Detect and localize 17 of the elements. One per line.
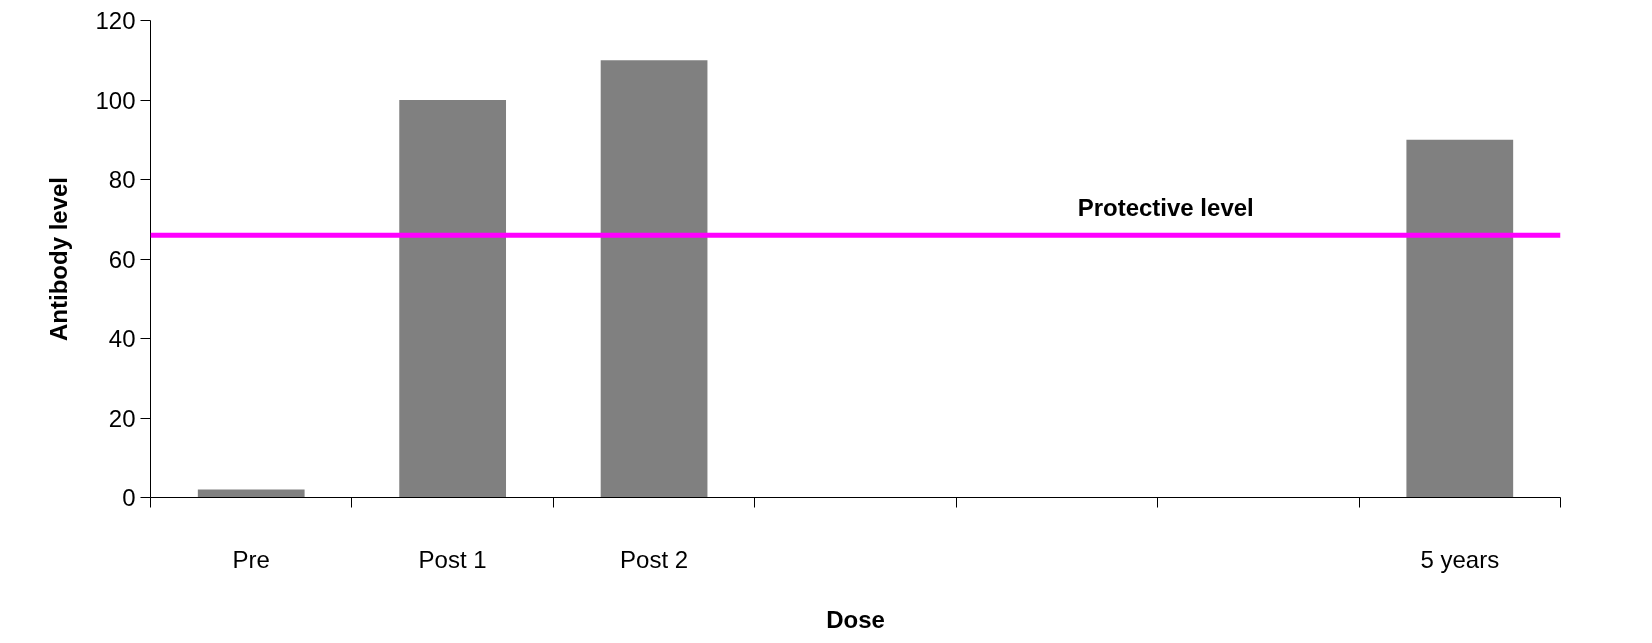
x-tick-label: Post 1 — [418, 545, 487, 573]
x-tick-label: Pre — [232, 545, 270, 573]
y-tick-label: 60 — [108, 245, 136, 273]
y-tick-label: 120 — [95, 7, 136, 34]
y-tick-label: 80 — [108, 166, 136, 193]
y-tick-label: 20 — [108, 404, 136, 432]
ref-line-label: Protective level — [1077, 194, 1254, 222]
y-axis-title: Antibody level — [45, 176, 73, 342]
bar — [399, 100, 507, 498]
y-tick-label: 0 — [122, 484, 136, 511]
bar — [600, 60, 708, 498]
x-tick-label: Post 2 — [620, 545, 689, 573]
x-tick-label: 5 years — [1420, 545, 1500, 573]
bar — [1406, 139, 1514, 498]
y-tick-label: 40 — [108, 325, 136, 352]
y-tick-label: 100 — [95, 86, 136, 114]
x-axis-title: Dose — [826, 605, 885, 633]
